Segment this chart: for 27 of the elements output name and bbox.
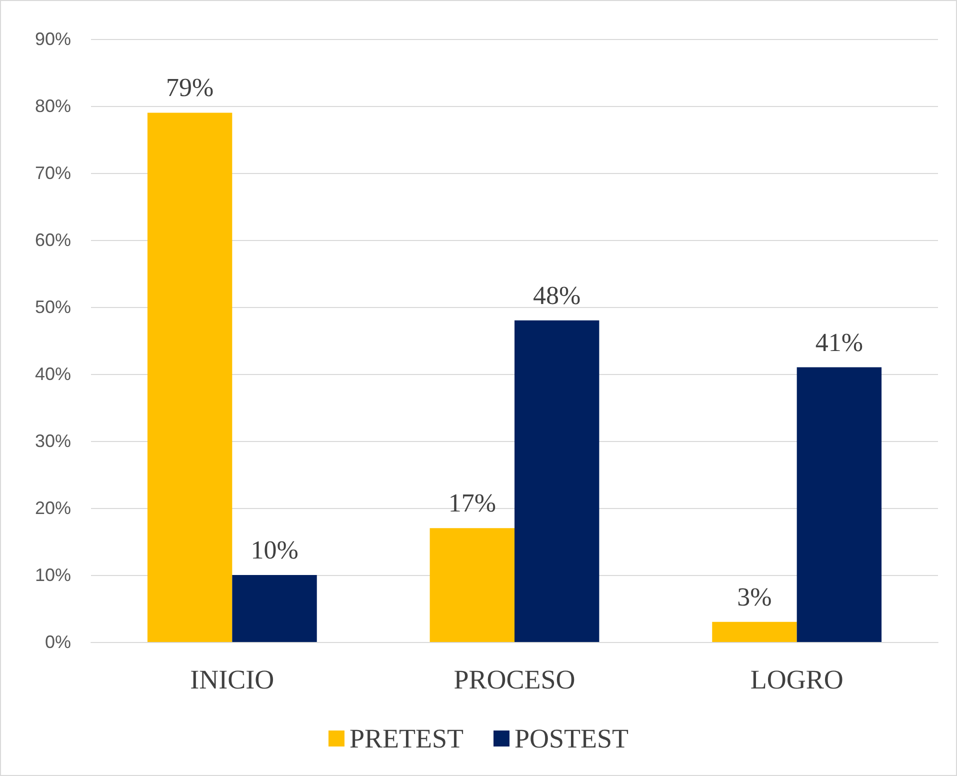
- y-tick-label: 0%: [44, 632, 71, 652]
- bar: [796, 367, 882, 642]
- data-label: 17%: [448, 488, 496, 518]
- x-tick-label: INICIO: [190, 664, 274, 694]
- y-tick-label: 50%: [34, 297, 71, 317]
- bar: [430, 528, 514, 642]
- y-tick-label: 70%: [34, 163, 71, 183]
- x-tick-label: PROCESO: [454, 664, 576, 694]
- data-label: 48%: [533, 280, 581, 310]
- data-label: 10%: [250, 536, 298, 564]
- y-tick-label: 30%: [34, 431, 71, 451]
- legend-label: PRETEST: [349, 724, 464, 754]
- bar: [147, 112, 232, 642]
- data-label: 79%: [166, 73, 214, 102]
- x-tick-label: LOGRO: [750, 664, 844, 694]
- data-label: 41%: [815, 328, 864, 357]
- y-tick-label: 20%: [34, 498, 71, 518]
- bar: [712, 622, 797, 642]
- data-label: 3%: [737, 582, 772, 612]
- y-tick-label: 90%: [34, 29, 71, 49]
- y-tick-label: 60%: [34, 230, 71, 250]
- y-tick-label: 40%: [34, 364, 71, 384]
- y-tick-label: 80%: [34, 96, 71, 116]
- bar: [514, 320, 600, 642]
- bar: [232, 575, 317, 642]
- legend-label: POSTEST: [514, 724, 630, 754]
- y-tick-label: 10%: [34, 565, 71, 585]
